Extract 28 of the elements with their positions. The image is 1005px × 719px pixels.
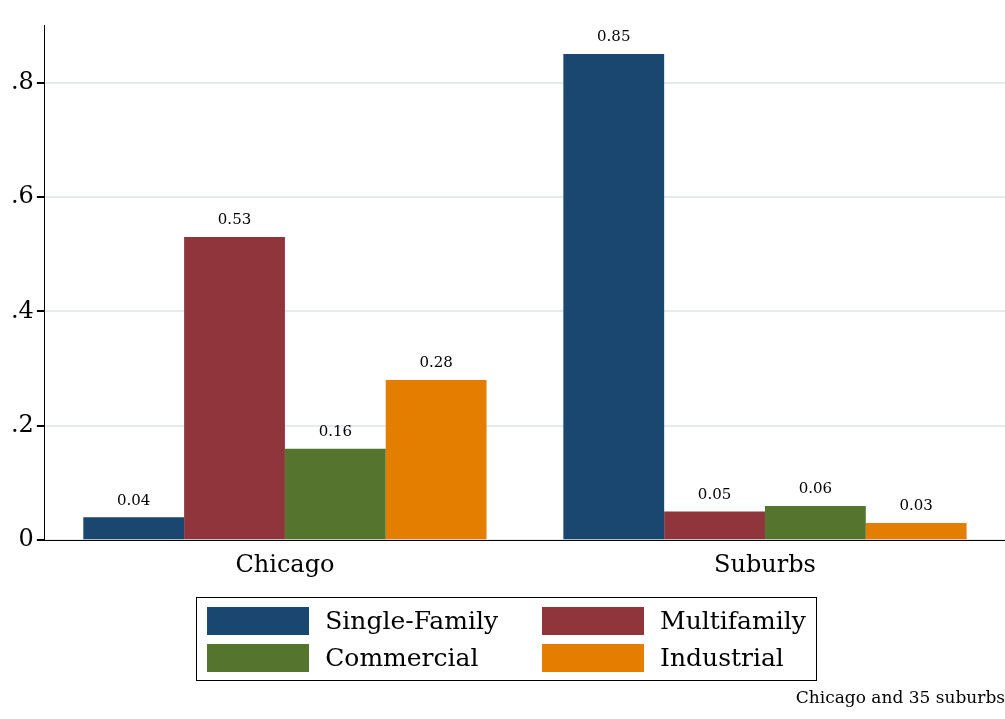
x-tick-label: Suburbs bbox=[714, 549, 816, 578]
data-label: 0.06 bbox=[798, 479, 833, 498]
bar bbox=[83, 517, 185, 540]
bar bbox=[563, 54, 665, 540]
legend-label: Commercial bbox=[325, 643, 479, 672]
legend-label: Multifamily bbox=[660, 606, 806, 635]
data-label: 0.05 bbox=[697, 484, 732, 503]
data-label: 0.03 bbox=[899, 496, 933, 515]
x-tick-label: Chicago bbox=[235, 549, 335, 578]
legend-label: Industrial bbox=[660, 643, 784, 672]
bar bbox=[865, 523, 967, 540]
y-tick-label: 0 bbox=[18, 524, 34, 553]
bar bbox=[764, 505, 866, 540]
data-label: 0.28 bbox=[419, 353, 453, 372]
bar bbox=[184, 237, 285, 540]
data-label: 0.16 bbox=[318, 422, 353, 441]
y-tick-label: .6 bbox=[10, 181, 34, 210]
data-label: 0.53 bbox=[217, 210, 252, 229]
text: Chicago and 35 suburbs bbox=[794, 687, 1005, 707]
bar bbox=[385, 380, 487, 540]
data-label: 0.85 bbox=[597, 27, 631, 46]
y-tick-label: .4 bbox=[10, 295, 34, 324]
bar bbox=[284, 448, 386, 540]
data-label: 0.04 bbox=[117, 490, 151, 509]
legend-label: Single-Family bbox=[325, 606, 499, 635]
y-tick-label: .2 bbox=[10, 410, 34, 439]
y-tick-label: .8 bbox=[10, 66, 34, 95]
bar bbox=[664, 511, 765, 540]
